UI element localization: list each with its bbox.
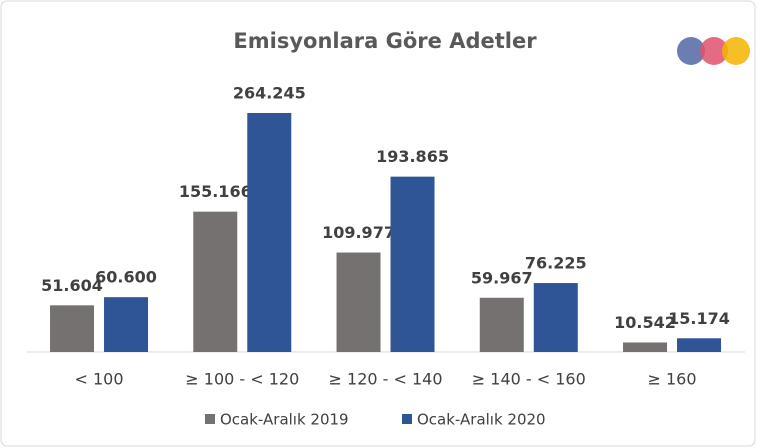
data-label: 59.967 [471, 268, 533, 287]
bar [193, 211, 238, 352]
bar [104, 297, 149, 352]
legend-swatch [205, 414, 215, 424]
data-label: 15.174 [668, 309, 730, 328]
chart-title: Emisyonlara Göre Adetler [233, 29, 537, 53]
bar [50, 305, 95, 352]
x-tick-label: < 100 [75, 370, 124, 389]
legend-label: Ocak-Aralık 2020 [417, 411, 546, 429]
x-tick-label: ≥ 100 - < 120 [185, 370, 299, 389]
bar [247, 113, 292, 352]
logo [677, 37, 750, 65]
data-label: 51.604 [41, 276, 103, 295]
bar [390, 176, 435, 352]
x-tick-label: ≥ 140 - < 160 [472, 370, 586, 389]
data-label: 109.977 [322, 223, 395, 242]
data-label: 10.542 [614, 313, 676, 332]
x-tick-label: ≥ 160 [648, 370, 697, 389]
bar [336, 252, 381, 352]
data-label: 155.166 [179, 182, 252, 201]
bar [533, 283, 578, 352]
bar [479, 297, 524, 352]
data-label: 193.865 [376, 147, 449, 166]
data-label: 76.225 [525, 254, 587, 273]
legend-swatch [402, 414, 412, 424]
data-label: 264.245 [233, 84, 306, 103]
bar [677, 338, 722, 352]
x-tick-label: ≥ 120 - < 140 [329, 370, 443, 389]
bar [623, 342, 668, 352]
data-label: 60.600 [95, 268, 157, 287]
legend-label: Ocak-Aralık 2019 [220, 411, 349, 429]
